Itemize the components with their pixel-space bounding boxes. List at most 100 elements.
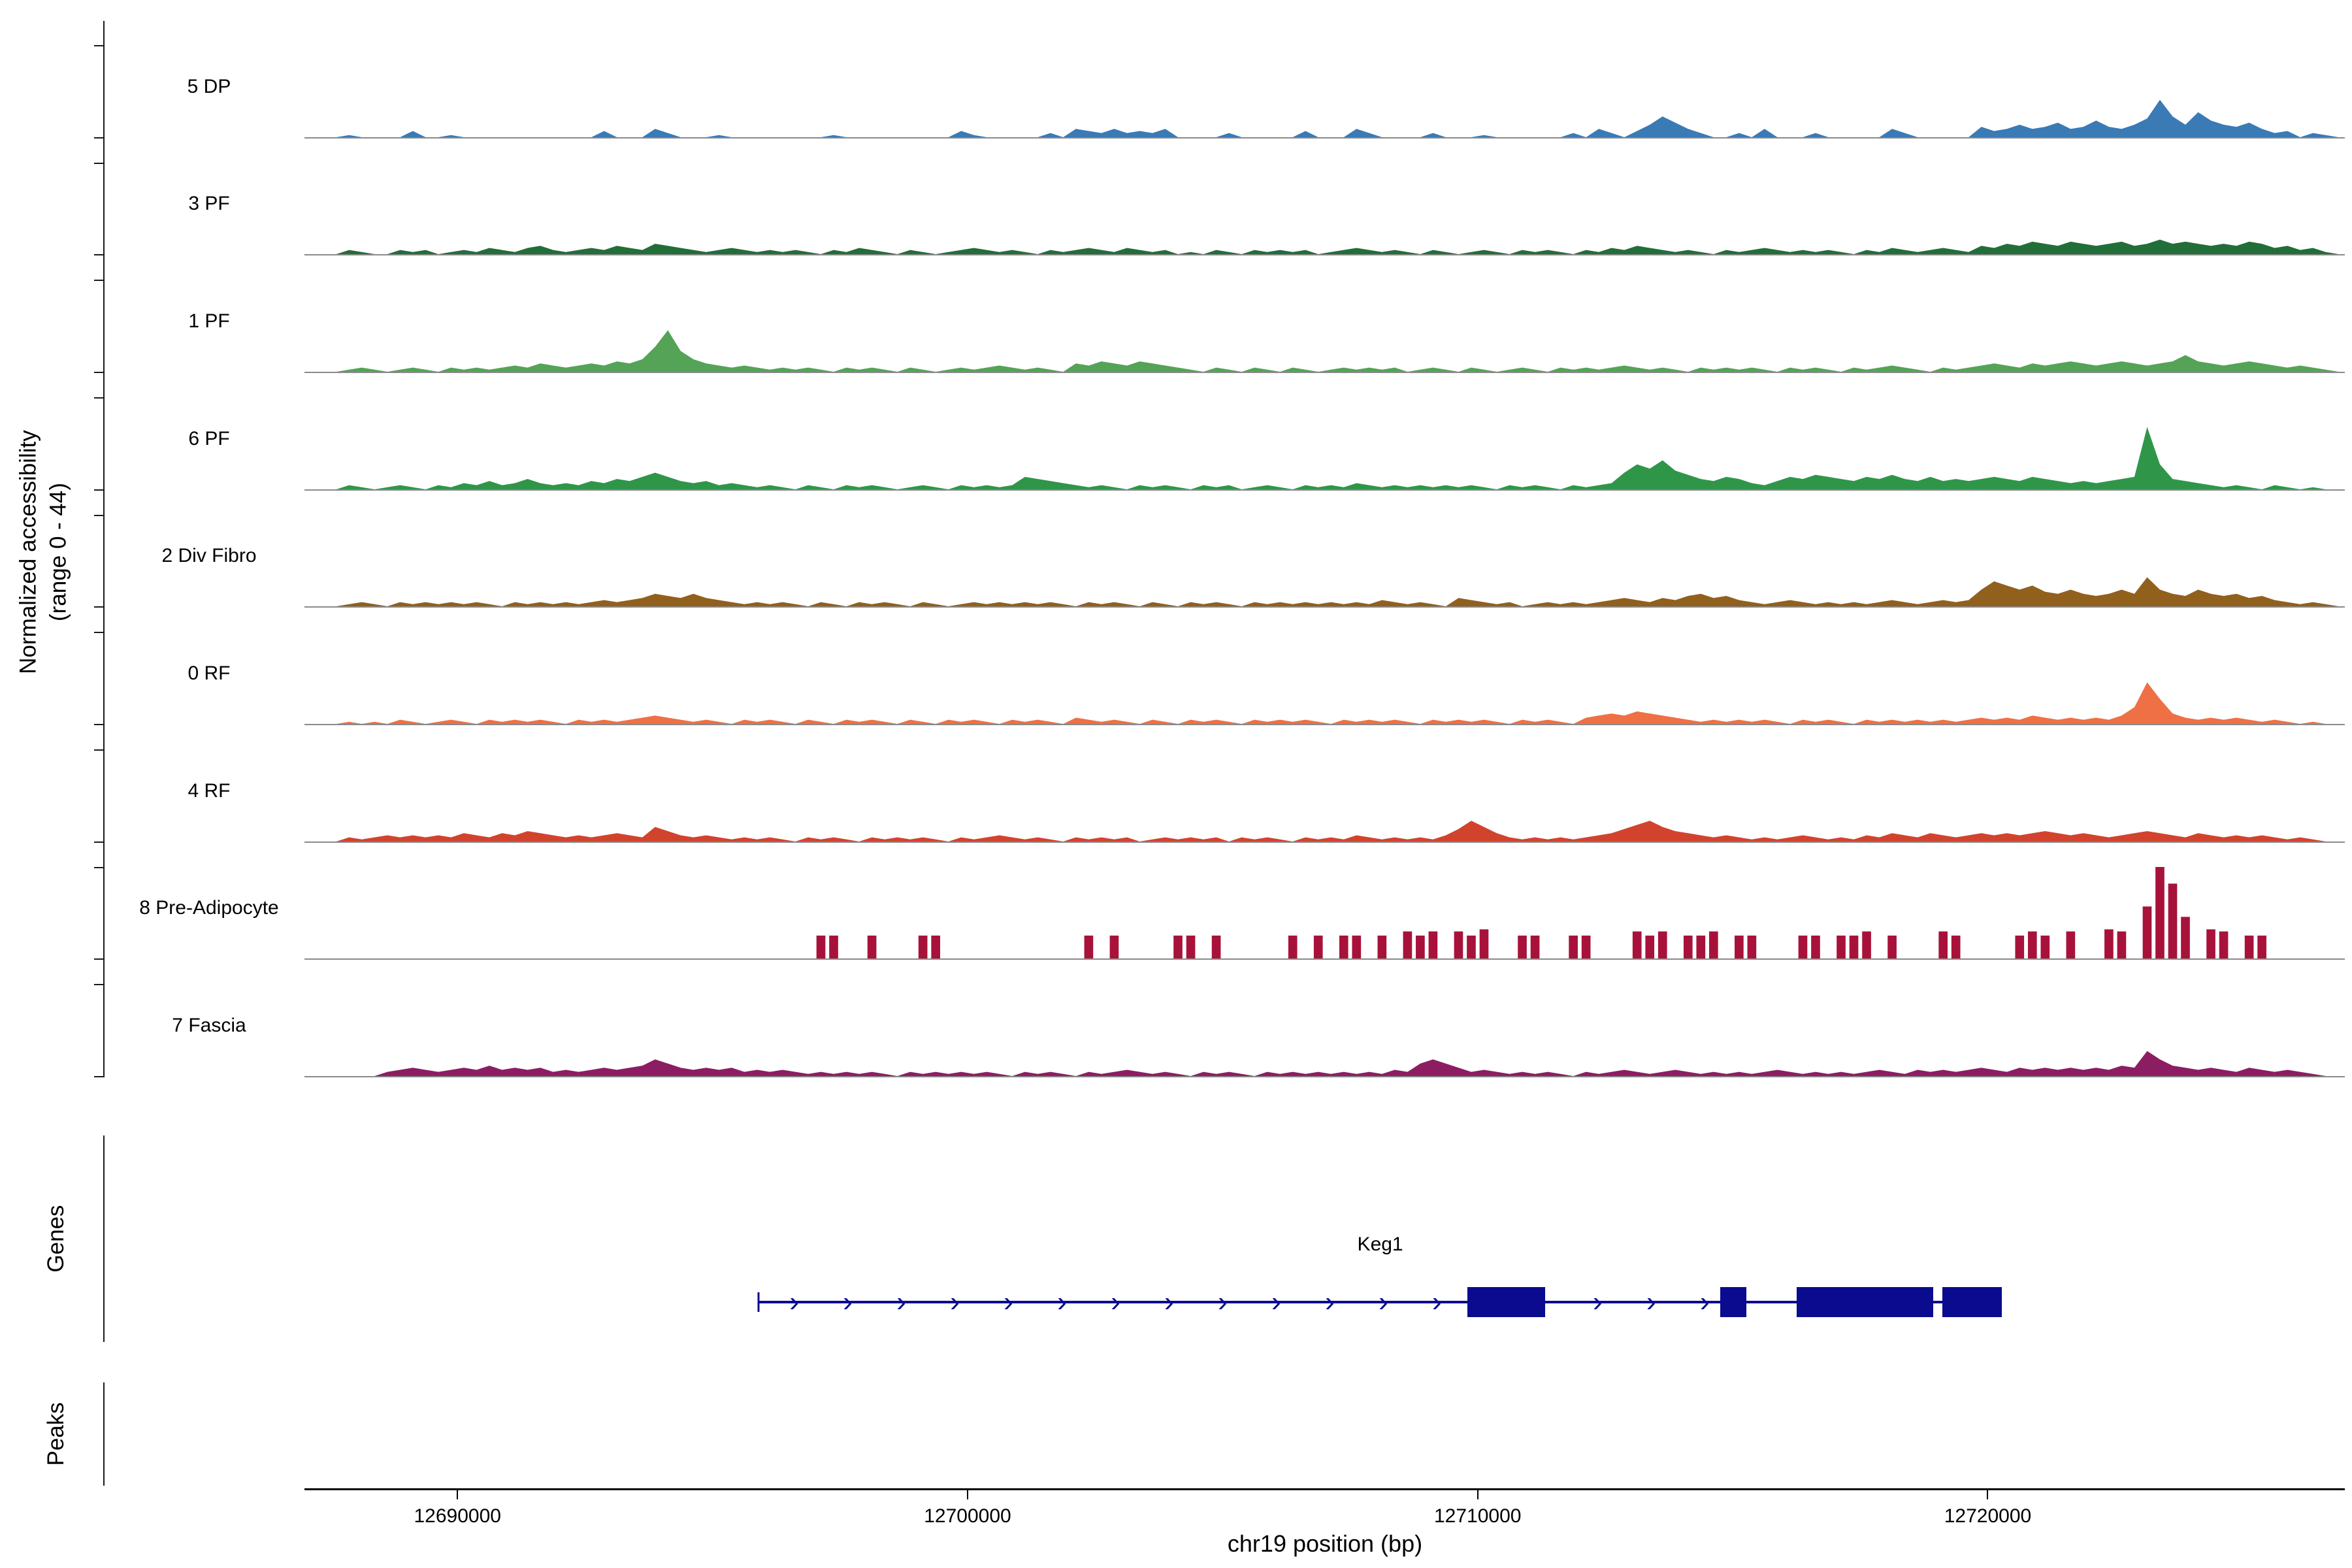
track-plot (304, 255, 2345, 374)
track-axis-tick-top (94, 632, 103, 634)
track-axis-tick-bottom (94, 489, 103, 491)
track-axis-tick-top (94, 984, 103, 986)
track-label: 4 RF (188, 779, 231, 802)
gene-strand-arrow-icon: › (1646, 1286, 1656, 1318)
x-axis-tick (1987, 1490, 1989, 1499)
track-axis-line (103, 490, 105, 608)
track-baseline (304, 606, 2345, 608)
track-signal (304, 240, 2345, 255)
gene-exon (1796, 1287, 1933, 1317)
x-axis-tick-label: 12720000 (1944, 1505, 2032, 1527)
track-label: 1 PF (188, 310, 230, 333)
track-axis-tick-bottom (94, 958, 103, 960)
gene-strand-arrow-icon: › (1324, 1286, 1335, 1318)
gene-strand-arrow-icon: › (1699, 1286, 1710, 1318)
track-axis-tick-top (94, 280, 103, 282)
gene-strand-arrow-icon: › (1218, 1286, 1228, 1318)
gene-exon (1467, 1287, 1545, 1317)
track-axis-tick-top (94, 514, 103, 516)
peaks-plot (304, 1382, 2345, 1486)
track-axis-line (103, 725, 105, 843)
gene-strand-arrow-icon: › (1111, 1286, 1120, 1318)
track-axis-tick-bottom (94, 254, 103, 256)
track-baseline (304, 254, 2345, 256)
peaks-region: Peaks (0, 1382, 2352, 1486)
track-signal (816, 867, 2266, 959)
track-signal (304, 577, 2345, 607)
track-axis-tick-top (94, 45, 103, 46)
track-axis-tick-bottom (94, 137, 103, 139)
track-row-7-fascia: 7 Fascia (0, 960, 2352, 1078)
track-baseline (304, 372, 2345, 374)
track-axis-tick-top (94, 162, 103, 164)
gene-exon (1720, 1287, 1747, 1317)
track-axis-line (103, 960, 105, 1078)
track-row-2-div-fibro: 2 Div Fibro (0, 490, 2352, 608)
track-row-0-rf: 0 RF (0, 608, 2352, 726)
track-axis-line (103, 21, 105, 139)
track-row-3-pf: 3 PF (0, 138, 2352, 256)
gene-strand-arrow-icon: › (1004, 1286, 1013, 1318)
track-plot (304, 139, 2345, 256)
track-plot (304, 725, 2345, 843)
x-axis: 12690000 12700000 12710000 12720000 (304, 1488, 2345, 1567)
gene-strand-arrow-icon: › (789, 1286, 799, 1318)
track-axis-line (103, 842, 105, 960)
track-axis-tick-bottom (94, 841, 103, 843)
track-axis-tick-top (94, 866, 103, 868)
track-baseline (304, 1076, 2345, 1078)
tracks-region: 5 DP 3 PF 1 PF (0, 21, 2352, 1078)
x-axis-tick (966, 1490, 968, 1499)
gene-body-line (758, 1301, 2002, 1303)
track-axis-tick-bottom (94, 606, 103, 608)
gene-strand-arrow-icon: › (1271, 1286, 1281, 1318)
track-signal (304, 820, 2345, 841)
track-signal (304, 1051, 2345, 1077)
peaks-section-label: Peaks (43, 1402, 69, 1466)
x-axis-line (304, 1488, 2345, 1490)
track-baseline (304, 841, 2345, 843)
track-label: 2 Div Fibro (161, 545, 257, 567)
gene-strand-arrow-icon: › (950, 1286, 960, 1318)
track-signal (304, 427, 2345, 489)
gene-strand-arrow-icon: › (1164, 1286, 1174, 1318)
track-axis-tick-bottom (94, 724, 103, 726)
track-row-1-pf: 1 PF (0, 255, 2352, 374)
track-label: 7 Fascia (172, 1015, 246, 1037)
track-axis-tick-top (94, 749, 103, 751)
track-axis-line (103, 255, 105, 374)
track-label: 0 RF (188, 662, 231, 685)
track-baseline (304, 489, 2345, 491)
track-row-6-pf: 6 PF (0, 373, 2352, 491)
track-row-8-pre-adipocyte: 8 Pre-Adipocyte (0, 842, 2352, 960)
x-axis-title: chr19 position (bp) (1227, 1530, 1423, 1557)
x-axis-tick (1477, 1490, 1478, 1499)
track-axis-line (103, 608, 105, 726)
track-label: 3 PF (188, 193, 230, 215)
track-signal (304, 682, 2345, 725)
track-axis-tick-top (94, 397, 103, 399)
track-baseline (304, 724, 2345, 726)
x-axis-tick-label: 12690000 (414, 1505, 501, 1527)
track-plot (304, 21, 2345, 139)
peaks-axis-line (103, 1382, 105, 1486)
track-label: 6 PF (188, 427, 230, 449)
track-axis-line (103, 373, 105, 491)
track-plot (304, 373, 2345, 491)
gene-name-label: Keg1 (1357, 1233, 1403, 1255)
track-axis-tick-bottom (94, 372, 103, 374)
genes-section-label: Genes (43, 1205, 69, 1273)
track-label: 8 Pre-Adipocyte (139, 897, 279, 919)
gene-strand-arrow-icon: › (1592, 1286, 1603, 1318)
track-row-5-dp: 5 DP (0, 21, 2352, 139)
gene-strand-arrow-icon: › (896, 1286, 906, 1318)
track-axis-line (103, 138, 105, 256)
track-axis-tick-bottom (94, 1076, 103, 1078)
track-signal (304, 330, 2345, 372)
track-row-4-rf: 4 RF (0, 725, 2352, 843)
x-axis-tick-label: 12700000 (924, 1505, 1011, 1527)
gene-start-tick (757, 1292, 760, 1312)
gene-strand-arrow-icon: › (1378, 1286, 1388, 1318)
track-plot (304, 960, 2345, 1078)
